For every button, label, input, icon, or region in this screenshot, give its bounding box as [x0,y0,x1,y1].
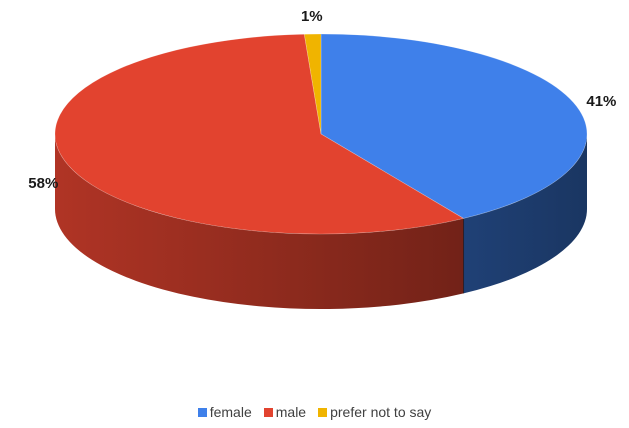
legend-label-female: female [209,404,252,420]
pie-slice-prefer-not-to-say [303,33,322,135]
legend-label-prefer-not-to-say: prefer not to say [330,404,432,420]
legend-item-female: female [197,404,252,420]
pie-slice-male [54,33,465,235]
legend-swatch-prefer-not-to-say [318,408,328,417]
pie-side-male [55,134,464,309]
legend-swatch-male [263,408,273,417]
pie-side-walls [55,134,587,309]
legend-item-prefer-not-to-say: prefer not to say [318,404,431,420]
data-label-female: 41% [586,93,616,110]
data-label-prefer-not-to-say: 1% [301,8,323,25]
pie-side-female [463,134,587,294]
legend-label-male: male [275,404,307,420]
legend: female male prefer not to say [0,404,629,420]
pie-slice-female [320,33,588,219]
pie-data-labels: 41% 58% 1% [28,8,616,192]
data-label-male: 58% [28,175,58,192]
pie-top-faces [54,33,588,235]
legend-swatch-female [197,408,207,417]
legend-item-male: male [263,404,307,420]
